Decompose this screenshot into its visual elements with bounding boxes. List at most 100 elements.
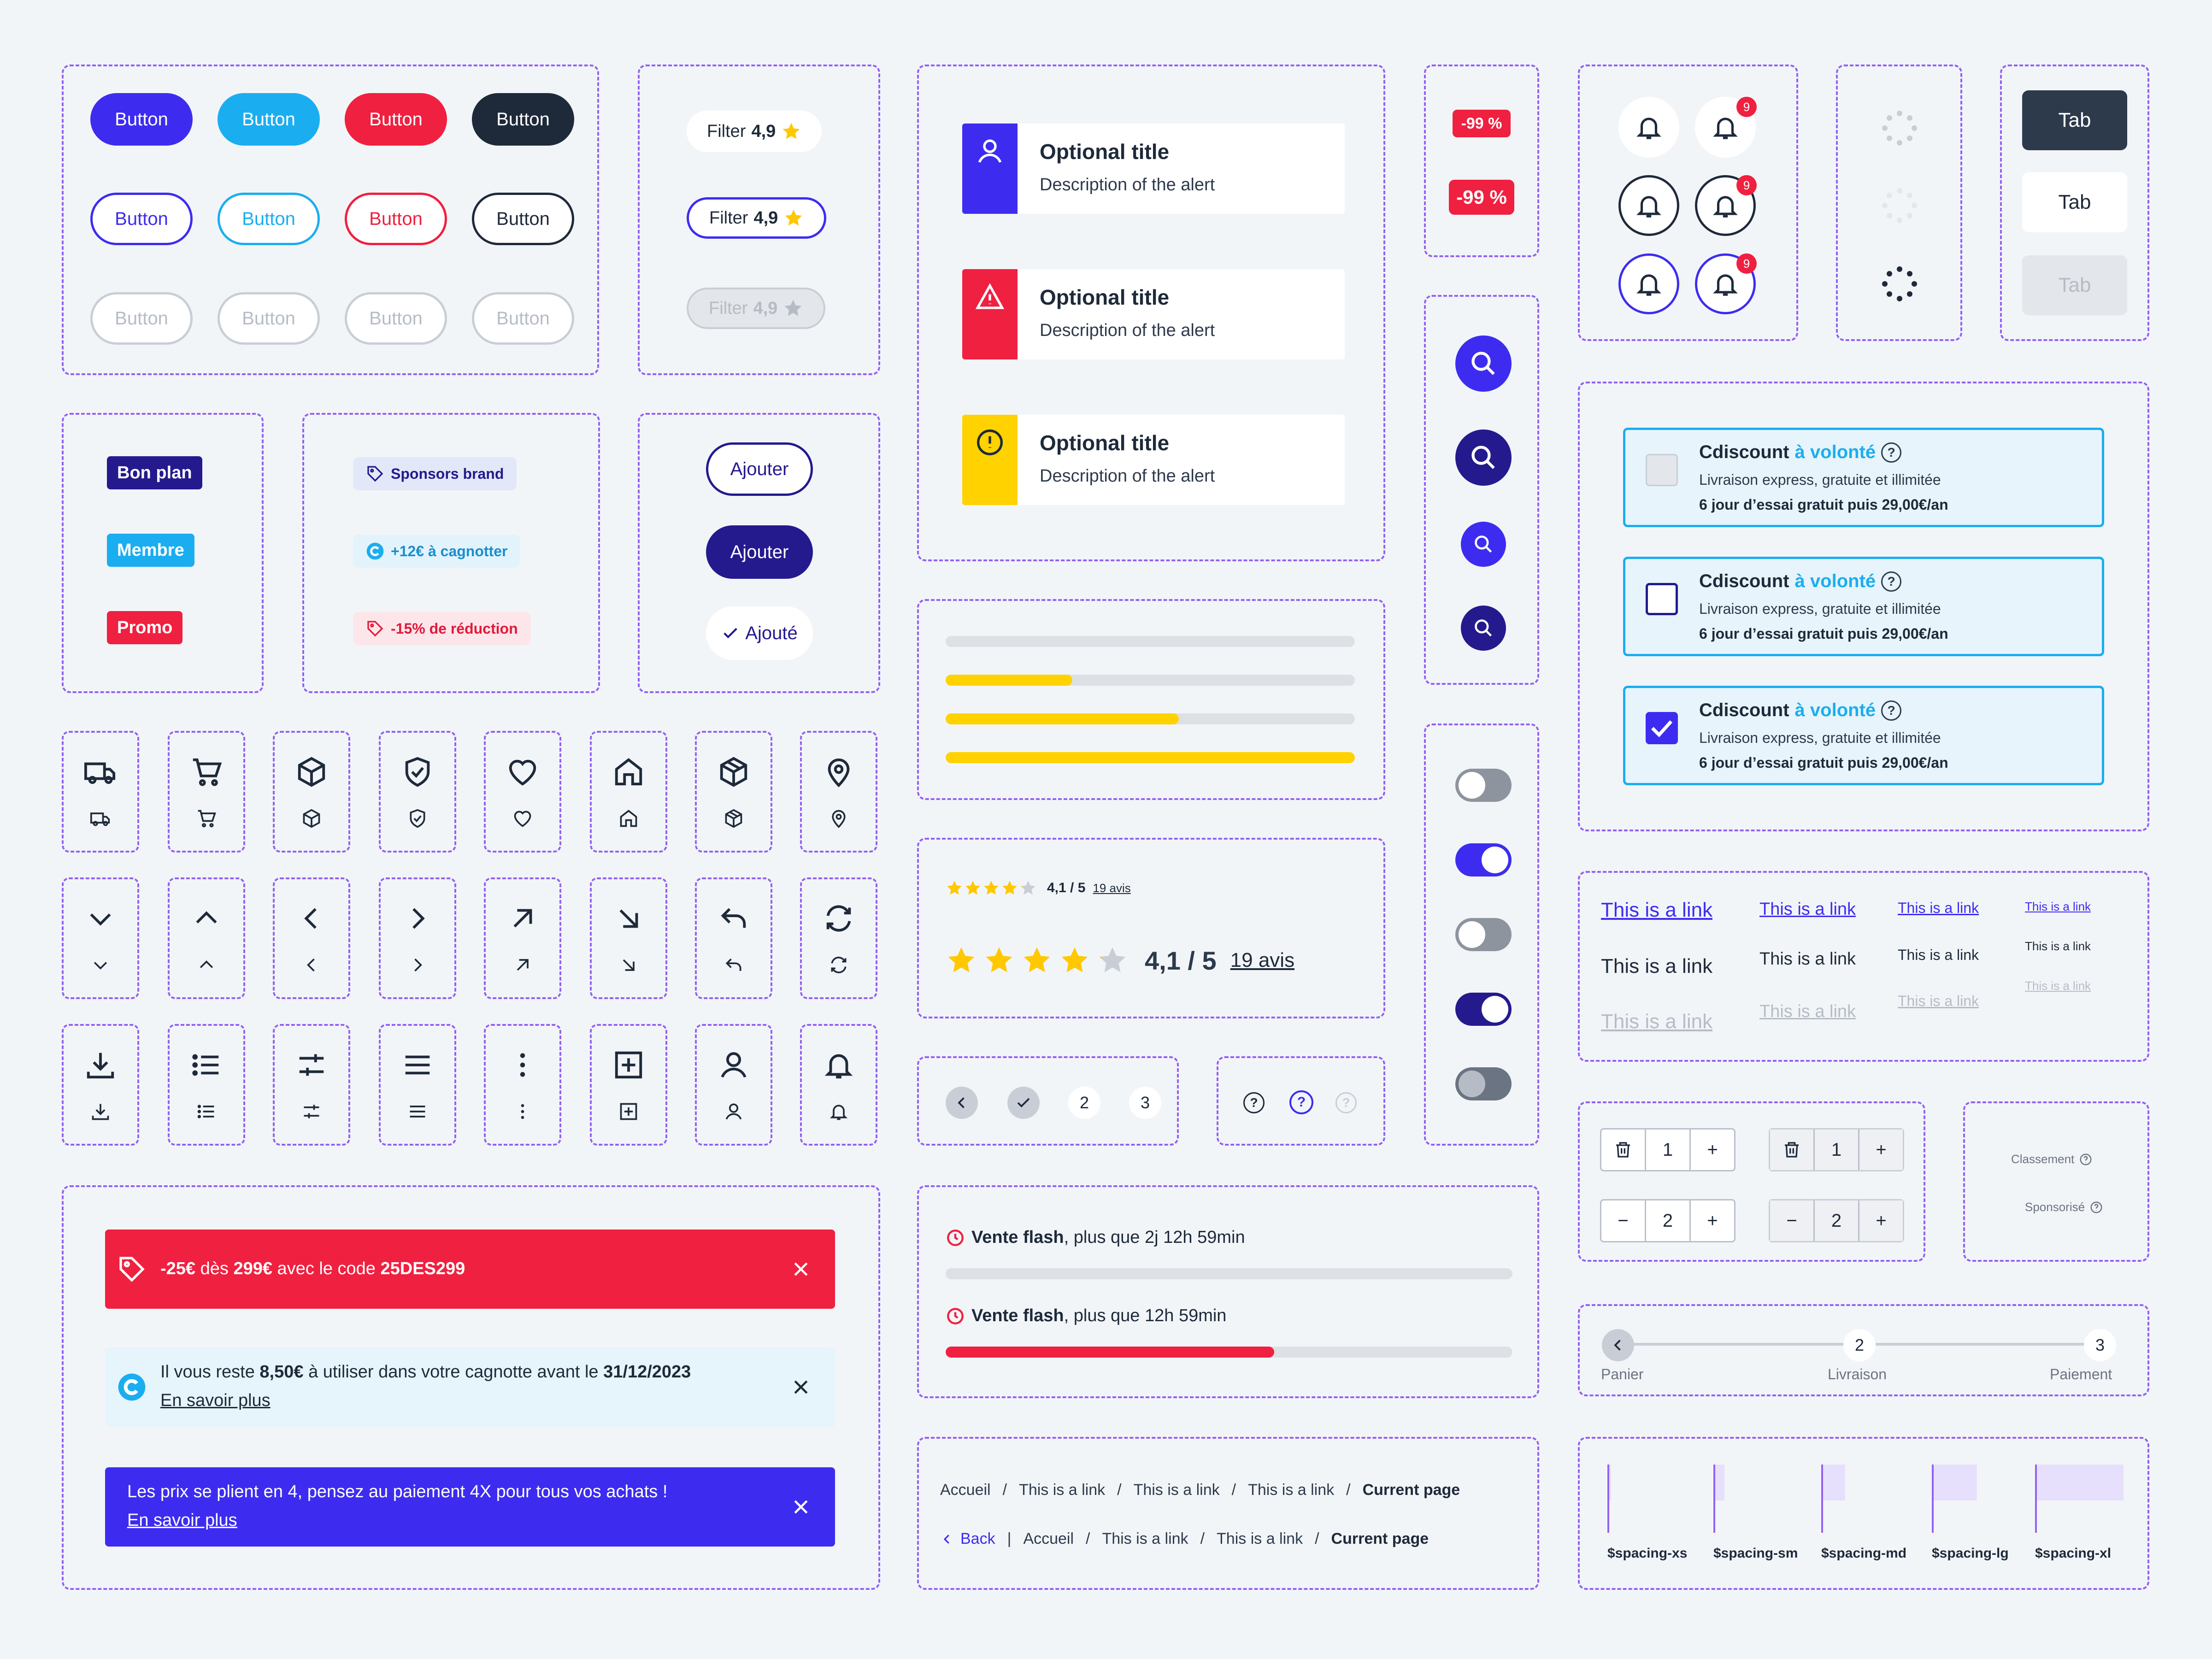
search-button-small[interactable] — [1461, 522, 1506, 567]
reviews-link[interactable]: 19 avis — [1093, 881, 1131, 895]
rating-value: 4,1 / 5 — [1145, 946, 1217, 975]
breadcrumb-link[interactable]: This is a link — [1217, 1530, 1303, 1547]
reviews-link[interactable]: 19 avis — [1230, 949, 1295, 971]
learn-more-link[interactable]: En savoir plus — [127, 1511, 237, 1530]
quantity-value[interactable]: 2 — [1813, 1200, 1859, 1241]
breadcrumb-link[interactable]: This is a link — [1102, 1530, 1188, 1547]
page-button[interactable]: 2 — [1068, 1087, 1100, 1119]
danger-button[interactable]: Button — [345, 93, 447, 146]
close-icon[interactable] — [791, 1259, 811, 1279]
add-button-outline[interactable]: Ajouter — [706, 442, 813, 496]
sponsored-info[interactable]: Sponsorisé — [2025, 1200, 2103, 1214]
link-medium-visited[interactable]: This is a link — [1759, 949, 1856, 969]
bell-icon[interactable] — [1618, 97, 1679, 158]
breadcrumb-link[interactable]: Accueil — [1023, 1530, 1074, 1547]
quantity-value[interactable]: 2 — [1645, 1200, 1691, 1241]
breadcrumb-link[interactable]: This is a link — [1019, 1481, 1106, 1499]
quantity-value[interactable]: 1 — [1645, 1130, 1691, 1170]
learn-more-link[interactable]: En savoir plus — [160, 1391, 271, 1410]
step-back-button[interactable] — [1602, 1329, 1634, 1361]
link-large-disabled: This is a link — [1601, 1010, 1713, 1033]
flash-sale-row: Vente flash, plus que 12h 59min — [946, 1306, 1226, 1326]
link-medium[interactable]: This is a link — [1759, 900, 1856, 919]
star-icon — [782, 123, 800, 139]
decrement-button[interactable]: − — [1770, 1200, 1813, 1241]
add-button[interactable]: Ajouter — [706, 525, 813, 579]
filter-chip-active[interactable]: Filter 4,9 — [687, 197, 827, 239]
help-icon[interactable]: ? — [1881, 571, 1902, 592]
increment-button[interactable]: + — [1707, 1210, 1718, 1231]
link-large[interactable]: This is a link — [1601, 899, 1713, 921]
link-small-visited[interactable]: This is a link — [1898, 947, 1979, 963]
breadcrumb-link[interactable]: This is a link — [1133, 1481, 1220, 1499]
offer-card[interactable]: Cdiscount à volonté? Livraison express, g… — [1623, 428, 2104, 527]
decrement-button[interactable]: − — [1618, 1210, 1629, 1231]
added-button[interactable]: Ajouté — [706, 606, 813, 660]
danger-outline-button[interactable]: Button — [345, 193, 447, 245]
link-large-visited[interactable]: This is a link — [1601, 955, 1713, 977]
help-icon[interactable]: ? — [1243, 1092, 1265, 1113]
info-button[interactable]: Button — [218, 93, 320, 146]
offer-card[interactable]: Cdiscount à volonté? Livraison express, g… — [1623, 557, 2104, 656]
link-xsmall[interactable]: This is a link — [2025, 900, 2091, 913]
spacing-label: $spacing-lg — [1932, 1546, 2009, 1561]
search-buttons-panel — [1424, 295, 1539, 685]
close-icon[interactable] — [791, 1377, 811, 1397]
bell-icon — [824, 1054, 853, 1079]
link-xsmall-visited[interactable]: This is a link — [2025, 939, 2091, 953]
home-icon — [620, 810, 637, 827]
arrow-down-right-icon-tile — [590, 877, 667, 999]
primary-outline-button[interactable]: Button — [90, 193, 193, 245]
filter-rating: 4,9 — [753, 208, 778, 228]
checkbox[interactable] — [1646, 583, 1678, 615]
info-outline-button[interactable]: Button — [218, 193, 320, 245]
checkout-steps-panel: 2 3 Panier Livraison Paiement — [1578, 1304, 2149, 1396]
increment-button[interactable]: + — [1859, 1200, 1903, 1241]
tab[interactable]: Tab — [2022, 172, 2127, 232]
previous-page-button[interactable] — [946, 1087, 978, 1119]
cagnotte-banner: Il vous reste 8,50€ à utiliser dans votr… — [105, 1347, 835, 1427]
trash-icon[interactable] — [1601, 1130, 1645, 1170]
breadcrumb-link[interactable]: Accueil — [940, 1481, 991, 1499]
trash-icon[interactable] — [1770, 1130, 1813, 1170]
back-link[interactable]: Back — [940, 1530, 995, 1548]
filter-chip[interactable]: Filter 4,9 — [687, 111, 822, 152]
exclamation-circle-icon — [962, 415, 1018, 505]
toggle-switch[interactable] — [1455, 769, 1512, 802]
search-button[interactable] — [1455, 429, 1512, 486]
shield-icon-tile — [379, 731, 456, 853]
breadcrumb-link[interactable]: This is a link — [1248, 1481, 1335, 1499]
help-icon[interactable]: ? — [1289, 1090, 1313, 1114]
star-icon — [984, 881, 999, 895]
step-label: Paiement — [2050, 1366, 2112, 1382]
toggle-switch[interactable] — [1455, 918, 1512, 951]
completed-page-button[interactable] — [1007, 1087, 1040, 1119]
filter-label: Filter — [707, 121, 746, 141]
toggle-switch[interactable] — [1455, 993, 1512, 1026]
breadcrumb-current: Current page — [1331, 1530, 1429, 1547]
dark-outline-button[interactable]: Button — [472, 193, 574, 245]
page-button[interactable]: 3 — [1129, 1087, 1161, 1119]
help-icon[interactable]: ? — [1881, 700, 1902, 721]
chevron-left-icon — [1614, 1340, 1621, 1351]
dark-button[interactable]: Button — [472, 93, 574, 146]
ranking-info[interactable]: Classement — [2011, 1152, 2093, 1166]
help-icon[interactable]: ? — [1881, 442, 1902, 463]
link-small[interactable]: This is a link — [1898, 900, 1979, 916]
checkbox[interactable] — [1646, 454, 1678, 486]
primary-button[interactable]: Button — [90, 93, 193, 146]
increment-button[interactable]: + — [1859, 1130, 1903, 1170]
tab-active[interactable]: Tab — [2022, 90, 2127, 150]
checkbox[interactable] — [1646, 712, 1678, 744]
quantity-value[interactable]: 1 — [1813, 1130, 1859, 1170]
increment-button[interactable]: + — [1707, 1139, 1718, 1160]
breadcrumb-with-back: Back | Accueil / This is a link / This is … — [940, 1530, 1429, 1548]
alert-description: Description of the alert — [1040, 175, 1215, 194]
offer-card[interactable]: Cdiscount à volonté? Livraison express, g… — [1623, 686, 2104, 785]
bell-icon[interactable] — [1618, 175, 1679, 236]
search-button-small[interactable] — [1461, 606, 1506, 651]
close-icon[interactable] — [791, 1497, 811, 1517]
toggle-switch[interactable] — [1455, 843, 1512, 877]
search-button[interactable] — [1455, 335, 1512, 392]
bell-icon[interactable] — [1618, 253, 1679, 314]
